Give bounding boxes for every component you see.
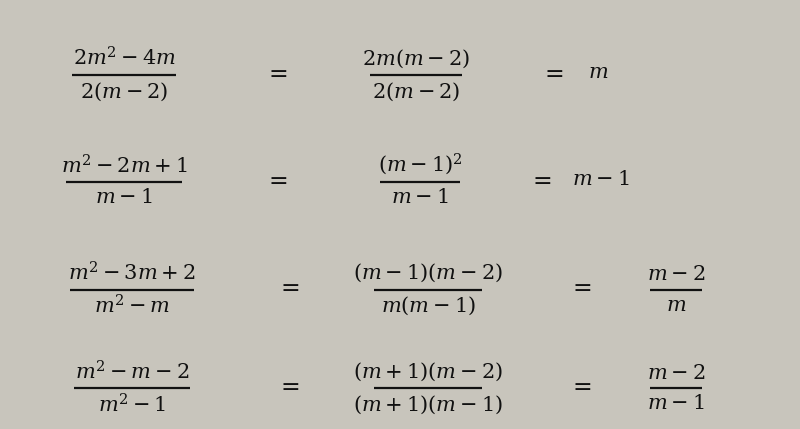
- Text: $=$: $=$: [528, 167, 552, 191]
- Text: $m^2 - m - 2$: $m^2 - m - 2$: [74, 360, 190, 383]
- Text: $=$: $=$: [276, 373, 300, 397]
- Text: $m$: $m$: [666, 295, 686, 315]
- Text: $(m-1)(m-2)$: $(m-1)(m-2)$: [353, 262, 503, 284]
- Text: $2(m-2)$: $2(m-2)$: [372, 80, 460, 103]
- Text: $(m+1)(m-1)$: $(m+1)(m-1)$: [353, 393, 503, 416]
- Text: $=$: $=$: [276, 274, 300, 298]
- Text: $m - 1$: $m - 1$: [572, 169, 630, 189]
- Text: $m^2 - 3m + 2$: $m^2 - 3m + 2$: [68, 261, 196, 284]
- Text: $=$: $=$: [568, 274, 592, 298]
- Text: $m - 1$: $m - 1$: [391, 187, 449, 208]
- Text: $=$: $=$: [264, 167, 288, 191]
- Text: $m$: $m$: [588, 62, 608, 82]
- Text: $2m^2 - 4m$: $2m^2 - 4m$: [73, 47, 175, 70]
- Text: $m-2$: $m-2$: [646, 363, 706, 383]
- Text: $m(m-1)$: $m(m-1)$: [381, 295, 475, 317]
- Text: $=$: $=$: [264, 60, 288, 84]
- Text: $m - 1$: $m - 1$: [647, 393, 705, 414]
- Text: $m - 1$: $m - 1$: [95, 187, 153, 208]
- Text: $(m+1)(m-2)$: $(m+1)(m-2)$: [353, 361, 503, 383]
- Text: $m^2 - 2m + 1$: $m^2 - 2m + 1$: [61, 154, 187, 177]
- Text: $(m-1)^2$: $(m-1)^2$: [378, 151, 462, 177]
- Text: $=$: $=$: [568, 373, 592, 397]
- Text: $m^2 - 1$: $m^2 - 1$: [98, 393, 166, 417]
- Text: $m-2$: $m-2$: [646, 264, 706, 284]
- Text: $=$: $=$: [540, 60, 564, 84]
- Text: $m^2 - m$: $m^2 - m$: [94, 295, 170, 318]
- Text: $2(m-2)$: $2(m-2)$: [80, 80, 168, 103]
- Text: $2m(m-2)$: $2m(m-2)$: [362, 48, 470, 70]
